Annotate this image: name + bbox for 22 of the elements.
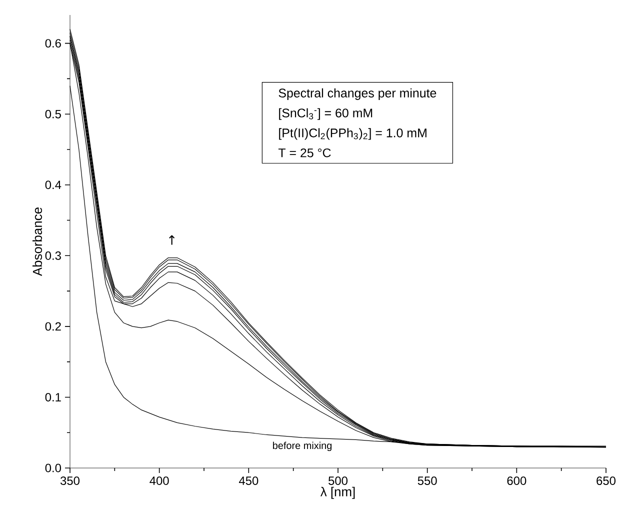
y-tick-label: 0.4 [45, 180, 62, 190]
x-tick-label: 650 [596, 476, 616, 485]
annotation: Spectral changes per minute [278, 88, 436, 100]
y-tick-label: 0.0 [45, 464, 62, 472]
y-axis-title: Absorbance [32, 208, 42, 276]
x-tick-label: 350 [60, 476, 80, 485]
series-label: before mixing [273, 442, 332, 452]
x-tick-label: 450 [238, 476, 258, 485]
y-tick-label: 0.2 [45, 322, 61, 331]
x-tick-label: 400 [150, 476, 169, 485]
x-tick-label: 550 [418, 476, 437, 485]
y-tick-label: 0.6 [45, 39, 61, 48]
x-axis-title: λ [nm] [320, 486, 355, 499]
y-tick-label: 0.5 [45, 110, 61, 118]
annotation: [Pt(II)Cl$_{2}$(PPh$_{3}$)$_{2}$] = 1.0 mM [279, 128, 426, 140]
annotation: ↑ [169, 235, 175, 245]
annotation: [SnCl$_{3}$$^{-}$] = 60 mM [279, 108, 372, 120]
y-tick-label: 0.3 [45, 251, 61, 260]
y-tick-label: 0.1 [45, 392, 61, 402]
annotation: T = 25 °C [278, 148, 331, 158]
x-tick-label: 500 [328, 476, 348, 485]
x-tick-label: 600 [507, 476, 526, 485]
